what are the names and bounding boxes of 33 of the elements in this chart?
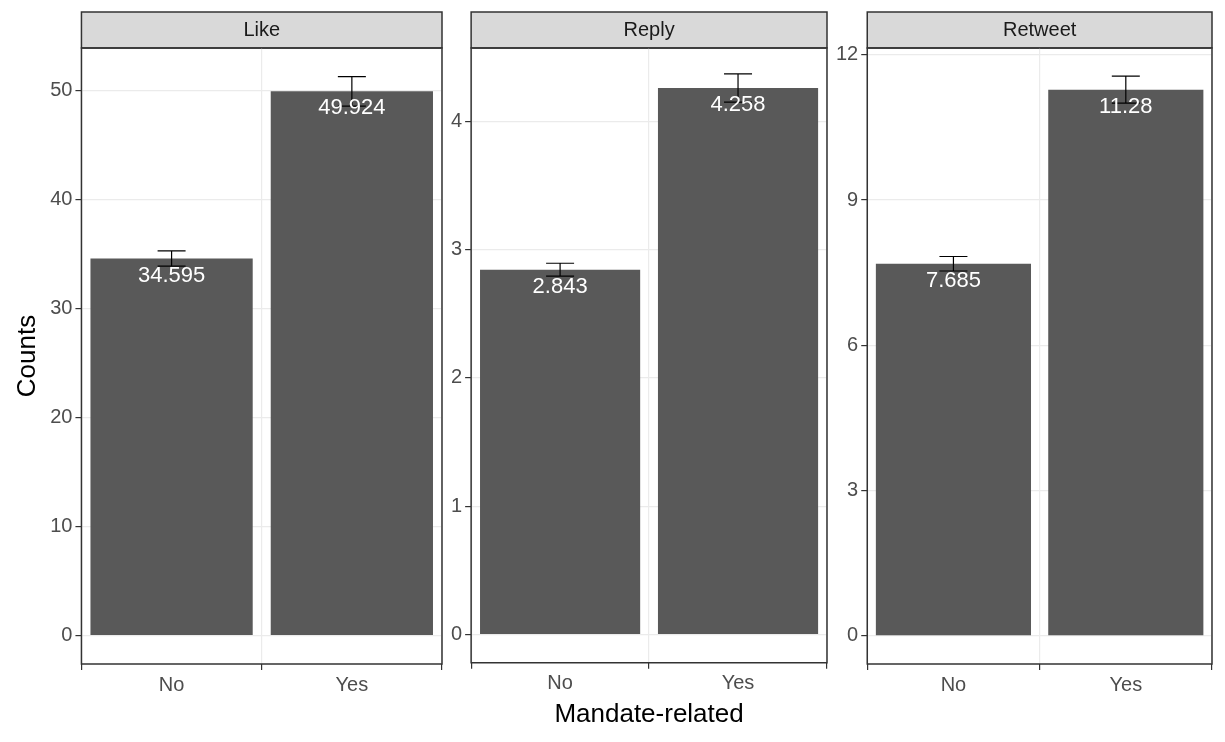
- y-tick-label: 0: [61, 623, 73, 646]
- y-tick-label: 12: [836, 42, 859, 65]
- y-tick-label: 20: [50, 405, 73, 428]
- chart-title: Like: [243, 17, 281, 40]
- x-tick-label: No: [940, 672, 967, 695]
- y-tick-label: 10: [50, 514, 73, 537]
- x-tick-label: No: [547, 671, 573, 694]
- data-label: 2.843: [532, 272, 588, 298]
- chart-title: Reply: [623, 17, 675, 40]
- x-axis-title: Mandate-related: [554, 697, 744, 728]
- y-tick-label: 1: [451, 493, 463, 516]
- y-tick-label: 6: [847, 332, 859, 355]
- y-tick-label: 0: [451, 622, 463, 645]
- data-label: 4.258: [710, 91, 766, 117]
- data-label: 11.28: [1099, 92, 1153, 118]
- y-tick-label: 50: [50, 78, 73, 101]
- x-tick-label: Yes: [335, 672, 369, 695]
- chart-title: Retweet: [1002, 17, 1077, 40]
- x-tick-label: Yes: [1109, 672, 1143, 695]
- y-tick-label: 0: [847, 623, 859, 646]
- y-axis-title: Counts: [10, 314, 41, 398]
- x-tick-label: Yes: [721, 671, 755, 694]
- data-label: 34.595: [137, 261, 206, 287]
- data-label: 7.685: [925, 266, 981, 292]
- y-tick-label: 2: [451, 365, 463, 388]
- y-tick-label: 3: [847, 478, 859, 501]
- y-tick-label: 3: [451, 237, 463, 260]
- y-tick-label: 4: [451, 108, 463, 131]
- data-label: 49.924: [318, 94, 386, 120]
- y-tick-label: 40: [50, 187, 73, 210]
- y-tick-label: 30: [50, 296, 73, 319]
- x-tick-label: No: [158, 672, 185, 695]
- y-tick-label: 9: [847, 187, 859, 210]
